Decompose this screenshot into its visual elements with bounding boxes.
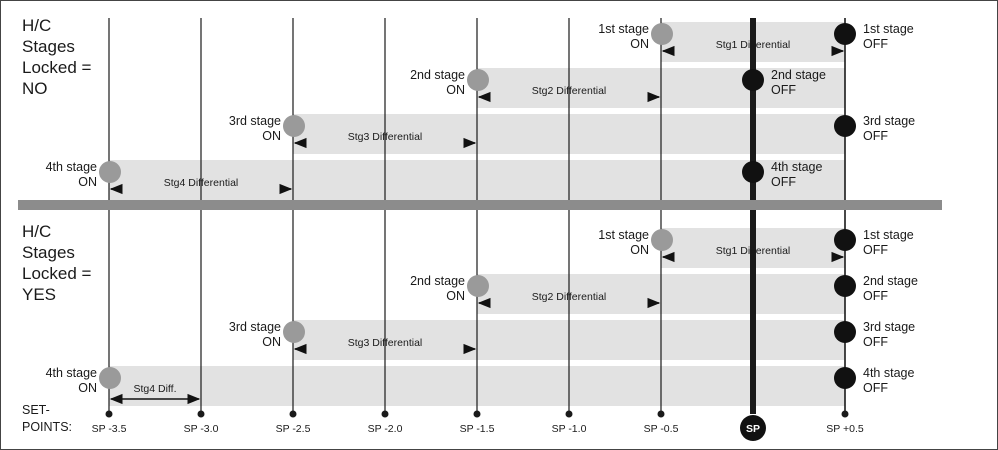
stage-on-marker xyxy=(467,275,489,297)
stage-off-marker xyxy=(834,115,856,137)
stage-on-label: 4th stage xyxy=(46,366,97,380)
panel-title-line: Stages xyxy=(22,243,75,262)
stage-on-marker xyxy=(651,23,673,45)
differential-label: Stg4 Differential xyxy=(164,177,239,189)
stage-off-label: OFF xyxy=(863,37,888,51)
stage-on-marker xyxy=(99,161,121,183)
setpoints-caption: SET- xyxy=(22,403,50,417)
stage-off-marker xyxy=(834,23,856,45)
stage-off-marker xyxy=(834,275,856,297)
setpoint-tick-label: SP +0.5 xyxy=(826,423,864,435)
stage-on-label: 4th stage xyxy=(46,160,97,174)
setpoint-tick-label: SP -2.0 xyxy=(368,423,403,435)
stage-on-marker xyxy=(283,321,305,343)
stage-off-label: OFF xyxy=(771,83,796,97)
setpoint-tick-label: SP -1.5 xyxy=(460,423,495,435)
differential-label: Stg3 Differential xyxy=(348,131,423,143)
stage-on-label: 3rd stage xyxy=(229,320,281,334)
stage-on-label: ON xyxy=(78,175,97,189)
panel-title-line: Locked = xyxy=(22,264,92,283)
stage-off-marker xyxy=(742,161,764,183)
setpoint-dot xyxy=(657,410,665,418)
panel-title-line: H/C xyxy=(22,222,51,241)
setpoint-tick-label: SP -1.0 xyxy=(552,423,587,435)
setpoint-dot xyxy=(197,410,205,418)
setpoint-tick-label: SP -2.5 xyxy=(276,423,311,435)
stage-on-label: ON xyxy=(446,289,465,303)
stage-off-marker xyxy=(834,367,856,389)
differential-label: Stg2 Differential xyxy=(532,85,607,97)
sp-main-marker xyxy=(740,415,766,441)
stage-off-label: OFF xyxy=(863,129,888,143)
stage-off-label: OFF xyxy=(863,289,888,303)
setpoint-dot xyxy=(473,410,481,418)
stage-on-label: ON xyxy=(630,37,649,51)
differential-label: Stg3 Differential xyxy=(348,337,423,349)
stage-off-label: OFF xyxy=(863,335,888,349)
setpoint-tick-label: SP -0.5 xyxy=(644,423,679,435)
differential-label: Stg2 Differential xyxy=(532,291,607,303)
panel-title-line: NO xyxy=(22,79,48,98)
stage-on-label: 2nd stage xyxy=(410,68,465,82)
stage-off-label: OFF xyxy=(771,175,796,189)
stage-off-label: OFF xyxy=(863,381,888,395)
panel-title-line: Locked = xyxy=(22,58,92,77)
stage-off-marker xyxy=(834,229,856,251)
stage-off-label: 4th stage xyxy=(771,160,822,174)
setpoint-dot xyxy=(841,410,849,418)
stage-off-label: 1st stage xyxy=(863,22,914,36)
stage-on-marker xyxy=(99,367,121,389)
stage-on-label: 2nd stage xyxy=(410,274,465,288)
stage-off-label: OFF xyxy=(863,243,888,257)
differential-label: Stg1 Differential xyxy=(716,245,791,257)
panel-title-line: H/C xyxy=(22,16,51,35)
stage-on-label: 3rd stage xyxy=(229,114,281,128)
stage-on-label: ON xyxy=(262,129,281,143)
stage-on-label: 1st stage xyxy=(598,22,649,36)
stage-off-label: 4th stage xyxy=(863,366,914,380)
differential-label: Stg4 Diff. xyxy=(134,383,177,395)
stage-off-label: 2nd stage xyxy=(771,68,826,82)
stage-on-label: 1st stage xyxy=(598,228,649,242)
setpoint-dot xyxy=(381,410,389,418)
setpoints-caption: POINTS: xyxy=(22,420,72,434)
stage-on-label: ON xyxy=(262,335,281,349)
stage-on-label: ON xyxy=(78,381,97,395)
panel-title-line: YES xyxy=(22,285,56,304)
stage-off-label: 2nd stage xyxy=(863,274,918,288)
panel-divider xyxy=(18,200,942,210)
stage-on-marker xyxy=(651,229,673,251)
stage-on-label: ON xyxy=(630,243,649,257)
stage-on-label: ON xyxy=(446,83,465,97)
setpoint-tick-label: SP xyxy=(746,423,760,435)
setpoint-dot xyxy=(105,410,113,418)
differential-label: Stg1 Differential xyxy=(716,39,791,51)
stage-off-label: 3rd stage xyxy=(863,114,915,128)
stage-off-label: 1st stage xyxy=(863,228,914,242)
panel-title-line: Stages xyxy=(22,37,75,56)
setpoint-tick-label: SP -3.5 xyxy=(92,423,127,435)
stage-on-marker xyxy=(467,69,489,91)
stage-off-marker xyxy=(742,69,764,91)
setpoint-tick-label: SP -3.0 xyxy=(184,423,219,435)
stage-on-marker xyxy=(283,115,305,137)
stage-off-label: 3rd stage xyxy=(863,320,915,334)
setpoint-dot xyxy=(565,410,573,418)
stage-off-marker xyxy=(834,321,856,343)
setpoint-dot xyxy=(289,410,297,418)
